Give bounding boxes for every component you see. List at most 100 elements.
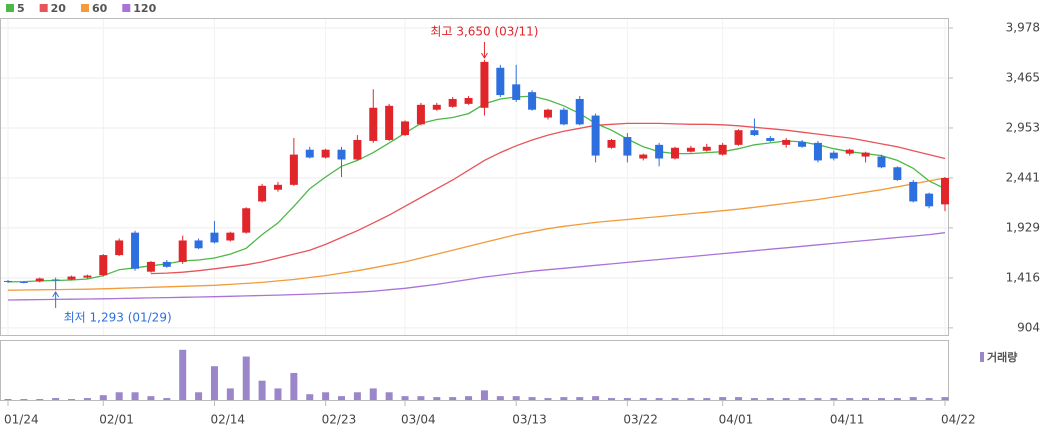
legend-label: 120: [133, 2, 156, 15]
candle-body: [893, 167, 902, 180]
volume-bar: [369, 388, 377, 400]
annotation-label: 최고 3,650 (03/11): [430, 24, 538, 38]
candle-body: [496, 67, 505, 96]
candle-body: [448, 98, 457, 107]
legend-swatch: [6, 4, 14, 12]
volume-bar: [401, 396, 409, 400]
volume-bar: [20, 399, 28, 400]
candle-body: [941, 178, 949, 205]
volume-bar: [353, 392, 361, 400]
volume-bar: [306, 394, 314, 400]
candle-body: [512, 84, 521, 100]
y-tick-label: 904: [1017, 320, 1040, 334]
candle-body: [702, 146, 711, 151]
candle-body: [258, 185, 267, 202]
volume-bar: [750, 398, 758, 400]
y-tick-label: 2,953: [1006, 120, 1040, 134]
candle-body: [782, 139, 791, 145]
y-tick-label: 3,978: [1006, 20, 1040, 34]
candle-body: [83, 275, 92, 278]
x-tick-label: 03/13: [512, 413, 547, 427]
candle-body: [385, 105, 394, 140]
candle-body: [845, 149, 854, 154]
volume-bar: [68, 399, 76, 400]
volume-bar: [147, 396, 155, 400]
candle-body: [401, 121, 410, 136]
candle-body: [639, 154, 648, 159]
volume-bar: [480, 390, 488, 400]
candle-body: [925, 193, 934, 207]
candle-body: [829, 152, 838, 159]
legend-label: 20: [51, 2, 67, 15]
candle-body: [337, 149, 346, 160]
volume-bar: [893, 398, 901, 400]
candle-body: [369, 107, 378, 141]
volume-bar: [592, 396, 600, 400]
candle-body: [575, 98, 584, 125]
candle-body: [35, 278, 44, 282]
ma-line: [150, 122, 946, 275]
price-panel: [0, 18, 949, 336]
x-tick-label: 02/01: [99, 413, 134, 427]
x-tick-label: 02/14: [210, 413, 245, 427]
ma-line: [7, 232, 946, 301]
volume-bar: [496, 396, 504, 400]
candle-body: [51, 279, 60, 281]
volume-bar: [163, 398, 171, 400]
annotation-arrowhead: [52, 290, 60, 298]
volume-bar: [179, 349, 187, 400]
candle-body: [686, 147, 695, 152]
y-tick-label: 3,465: [1006, 71, 1040, 85]
candle-body: [19, 281, 28, 283]
volume-legend-swatch: [980, 352, 984, 362]
candle-body: [734, 130, 743, 145]
candle-body: [226, 232, 235, 241]
candle-body: [607, 139, 616, 148]
volume-bar: [814, 398, 822, 400]
volume-bar: [607, 398, 615, 400]
annotation-arrowhead: [481, 52, 488, 59]
volume-bar: [195, 392, 203, 400]
y-tick-label: 1,929: [1006, 220, 1040, 234]
volume-bar: [655, 398, 663, 400]
legend-swatch: [80, 4, 89, 12]
candle-body: [273, 184, 282, 190]
legend-label: 60: [92, 2, 108, 15]
candle-body: [178, 240, 187, 262]
volume-bar: [735, 397, 743, 400]
volume-bar: [782, 398, 790, 400]
candle-body: [909, 181, 918, 202]
candle-body: [210, 232, 219, 243]
candle-body: [480, 61, 489, 108]
volume-bar: [52, 398, 60, 400]
volume-bar: [830, 398, 838, 400]
volume-bar: [941, 397, 949, 400]
candle-body: [289, 154, 298, 185]
x-tick-label: 04/01: [719, 413, 754, 427]
volume-bar: [925, 398, 933, 400]
volume-bar: [385, 392, 393, 400]
volume-bar: [226, 388, 234, 400]
legend-label: 5: [17, 2, 25, 15]
candle-body: [623, 137, 632, 156]
candle-body: [718, 144, 727, 155]
candle-body: [146, 261, 155, 272]
volume-bar: [449, 397, 457, 400]
ma-line: [7, 95, 946, 283]
candle-body: [655, 144, 664, 159]
y-tick-label: 2,441: [1006, 170, 1040, 184]
volume-bar: [909, 397, 917, 400]
volume-bar: [83, 398, 91, 400]
volume-bar: [623, 398, 631, 400]
x-tick-label: 03/04: [401, 413, 436, 427]
volume-bar: [4, 399, 12, 400]
x-tick-label: 02/23: [322, 413, 357, 427]
x-tick-label: 03/22: [623, 413, 658, 427]
volume-bar: [576, 397, 584, 400]
volume-bar: [290, 372, 298, 400]
volume-bar: [433, 397, 441, 400]
volume-bar: [544, 398, 552, 400]
candle-body: [242, 208, 251, 233]
candle-body: [861, 152, 870, 157]
